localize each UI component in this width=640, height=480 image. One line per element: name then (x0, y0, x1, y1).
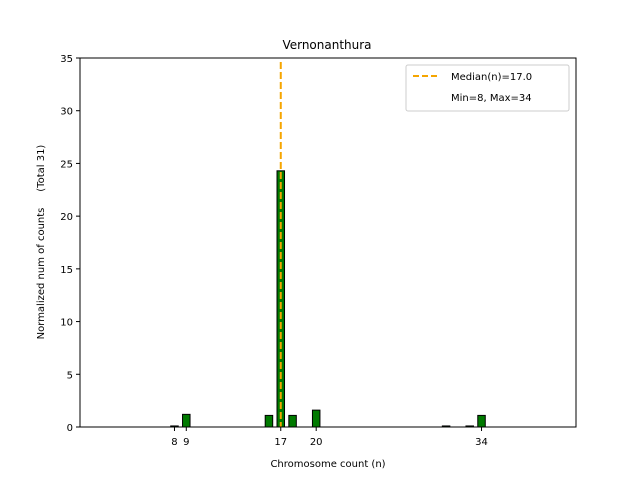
x-tick-label: 17 (274, 437, 287, 448)
y-tick-label: 20 (60, 212, 73, 223)
x-tick-label: 9 (183, 437, 189, 448)
chart-title: Vernonanthura (282, 38, 371, 52)
bar (477, 414, 486, 428)
legend: Median(n)=17.0 Min=8, Max=34 (405, 64, 570, 112)
bar (311, 409, 321, 428)
y-tick-label: 0 (67, 423, 73, 434)
x-axis-label: Chromosome count (n) (270, 459, 385, 470)
y-tick-label: 10 (60, 318, 73, 329)
y-tick-label: 5 (67, 370, 73, 381)
bar (264, 414, 274, 428)
legend-box (405, 64, 570, 112)
y-tick-label: 25 (60, 159, 73, 170)
plot-frame (79, 57, 577, 428)
bar (288, 414, 297, 428)
legend-entry-range: Min=8, Max=34 (451, 93, 532, 104)
y-axis-label: Normalized num of counts (Total 31) (36, 145, 47, 340)
y-tick-label: 35 (60, 54, 73, 65)
y-tick-label: 30 (60, 107, 73, 118)
x-tick-label: 20 (310, 437, 323, 448)
y-tick-label: 15 (60, 265, 73, 276)
legend-entry-median: Median(n)=17.0 (451, 72, 532, 83)
x-tick-label: 34 (475, 437, 488, 448)
bar (182, 413, 191, 428)
x-tick-label: 8 (171, 437, 177, 448)
plot-area (80, 58, 576, 427)
ticks-group: 0 5 10 15 20 25 30 35 8 9 17 20 34 (60, 54, 488, 448)
